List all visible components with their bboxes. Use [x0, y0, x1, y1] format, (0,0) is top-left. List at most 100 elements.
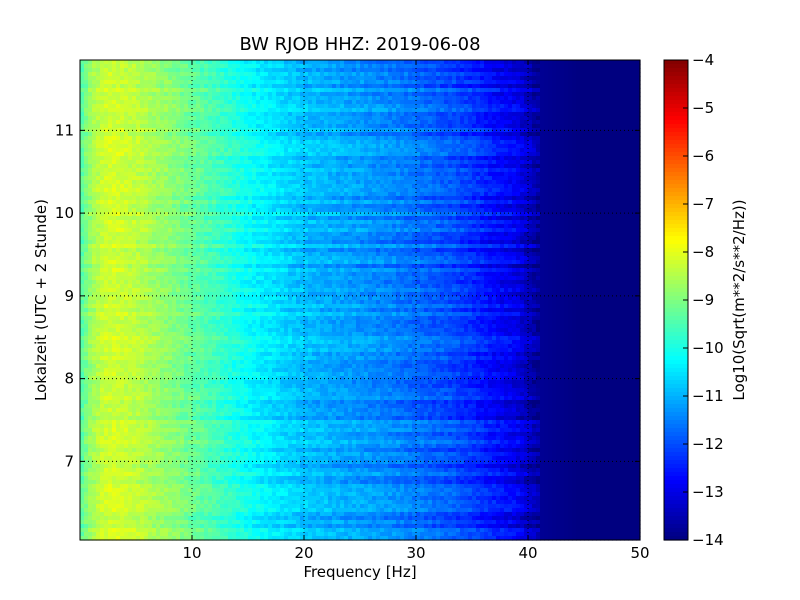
heatmap-cell	[308, 64, 313, 69]
heatmap-cell	[416, 156, 421, 161]
heatmap-cell	[420, 180, 425, 185]
heatmap-cell	[436, 168, 441, 173]
heatmap-cell	[484, 156, 489, 161]
heatmap-cell	[256, 156, 261, 161]
heatmap-cell	[360, 84, 365, 89]
heatmap-cell	[240, 128, 245, 133]
heatmap-cell	[196, 156, 201, 161]
heatmap-cell	[420, 192, 425, 197]
heatmap-cell	[176, 196, 181, 201]
heatmap-cell	[624, 192, 629, 197]
heatmap-cell	[200, 192, 205, 197]
heatmap-cell	[224, 188, 229, 193]
heatmap-cell	[116, 116, 121, 121]
heatmap-cell	[196, 152, 201, 157]
heatmap-cell	[428, 68, 433, 73]
heatmap-cell	[160, 116, 165, 121]
heatmap-cell	[308, 84, 313, 89]
heatmap-cell	[312, 124, 317, 129]
heatmap-cell	[620, 132, 625, 137]
heatmap-cell	[628, 164, 633, 169]
heatmap-cell	[384, 188, 389, 193]
heatmap-cell	[632, 148, 637, 153]
heatmap-cell	[484, 172, 489, 177]
heatmap-cell	[80, 92, 85, 97]
heatmap-cell	[120, 168, 125, 173]
heatmap-cell	[104, 180, 109, 185]
heatmap-cell	[384, 112, 389, 117]
heatmap-cell	[468, 92, 473, 97]
heatmap-cell	[168, 80, 173, 85]
heatmap-cell	[380, 80, 385, 85]
heatmap-cell	[256, 172, 261, 177]
heatmap-cell	[284, 100, 289, 105]
heatmap-cell	[504, 116, 509, 121]
heatmap-cell	[588, 156, 593, 161]
heatmap-cell	[320, 104, 325, 109]
heatmap-cell	[376, 108, 381, 113]
heatmap-cell	[592, 144, 597, 149]
heatmap-cell	[360, 80, 365, 85]
heatmap-cell	[260, 96, 265, 101]
heatmap-cell	[584, 108, 589, 113]
heatmap-cell	[336, 124, 341, 129]
heatmap-cell	[264, 176, 269, 181]
heatmap-cell	[92, 72, 97, 77]
heatmap-cell	[560, 132, 565, 137]
heatmap-cell	[284, 108, 289, 113]
heatmap-cell	[276, 100, 281, 105]
heatmap-cell	[292, 192, 297, 197]
heatmap-cell	[324, 96, 329, 101]
heatmap-cell	[516, 152, 521, 157]
heatmap-cell	[444, 84, 449, 89]
heatmap-cell	[232, 176, 237, 181]
heatmap-cell	[532, 80, 537, 85]
heatmap-cell	[296, 128, 301, 133]
heatmap-cell	[520, 88, 525, 93]
heatmap-cell	[536, 196, 541, 201]
heatmap-cell	[576, 88, 581, 93]
heatmap-cell	[224, 104, 229, 109]
heatmap-cell	[524, 128, 529, 133]
heatmap-cell	[364, 60, 369, 65]
heatmap-cell	[116, 64, 121, 69]
heatmap-cell	[236, 140, 241, 145]
heatmap-cell	[288, 144, 293, 149]
heatmap-cell	[504, 152, 509, 157]
heatmap-cell	[148, 120, 153, 125]
heatmap-cell	[184, 164, 189, 169]
heatmap-cell	[144, 180, 149, 185]
heatmap-cell	[332, 88, 337, 93]
heatmap-cell	[596, 196, 601, 201]
heatmap-cell	[576, 64, 581, 69]
heatmap-cell	[632, 124, 637, 129]
heatmap-cell	[592, 100, 597, 105]
heatmap-cell	[336, 144, 341, 149]
heatmap-cell	[404, 164, 409, 169]
heatmap-cell	[284, 160, 289, 165]
heatmap-cell	[84, 176, 89, 181]
heatmap-cell	[300, 144, 305, 149]
heatmap-cell	[628, 104, 633, 109]
heatmap-cell	[448, 112, 453, 117]
heatmap-cell	[92, 180, 97, 185]
heatmap-cell	[536, 168, 541, 173]
heatmap-cell	[324, 184, 329, 189]
heatmap-cell	[248, 140, 253, 145]
heatmap-cell	[416, 96, 421, 101]
heatmap-cell	[564, 192, 569, 197]
heatmap-cell	[104, 196, 109, 201]
heatmap-cell	[100, 164, 105, 169]
heatmap-cell	[536, 124, 541, 129]
heatmap-cell	[272, 164, 277, 169]
heatmap-cell	[580, 128, 585, 133]
heatmap-cell	[576, 196, 581, 201]
heatmap-cell	[84, 68, 89, 73]
heatmap-cell	[404, 88, 409, 93]
heatmap-cell	[92, 108, 97, 113]
heatmap-cell	[476, 148, 481, 153]
heatmap-cell	[332, 200, 337, 205]
heatmap-cell	[104, 184, 109, 189]
heatmap-cell	[296, 180, 301, 185]
heatmap-cell	[428, 168, 433, 173]
